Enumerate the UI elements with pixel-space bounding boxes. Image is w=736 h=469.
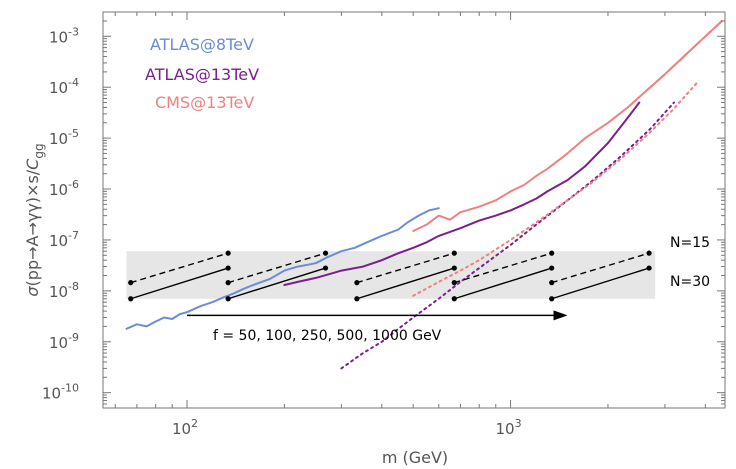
benchmark-line-0-2 — [356, 252, 455, 284]
y-tick-label-0: 10-3 — [49, 25, 79, 46]
benchmark-line-1-3 — [454, 267, 552, 300]
x-axis-label: m (GeV) — [382, 448, 448, 467]
benchmark-point-1-0-b — [225, 265, 231, 271]
shaded-band-layer — [126, 251, 656, 299]
benchmark-point-1-3-b — [549, 265, 555, 271]
benchmark-line-1-0 — [130, 267, 229, 300]
benchmark-line-1-2 — [356, 267, 455, 300]
arrow-layer — [187, 310, 568, 321]
benchmark-point-1-2-b — [451, 265, 457, 271]
plot-frame — [102, 11, 726, 409]
series-line-5 — [412, 80, 700, 297]
benchmark-point-1-4-b — [646, 265, 652, 271]
series-line-0 — [125, 207, 440, 330]
x-tick-label-0: 102 — [172, 417, 198, 438]
axis-layer: 102 103 10-3 10-4 10-5 10-6 10-7 10-8 10-9 10-10 — [42, 11, 725, 438]
x-tick-label-1: 103 — [496, 417, 522, 438]
shaded-band — [126, 251, 656, 299]
benchmark-line-1-1 — [227, 267, 326, 300]
legend-atlas8: ATLAS@8TeV — [150, 35, 254, 54]
benchmark-point-0-1-a — [225, 280, 231, 286]
benchmark-point-0-4-b — [646, 250, 652, 256]
benchmark-line-0-3 — [454, 252, 552, 284]
benchmark-point-1-1-a — [225, 296, 231, 302]
benchmark-line-1-4 — [551, 267, 650, 300]
f-arrow-head — [553, 310, 568, 321]
benchmark-point-0-2-b — [451, 250, 457, 256]
benchmark-point-0-3-a — [451, 280, 457, 286]
legend-cms13: CMS@13TeV — [155, 93, 254, 112]
benchmark-point-0-0-b — [225, 250, 231, 256]
benchmark-point-1-0-a — [128, 296, 134, 302]
y-tick-label-1: 10-4 — [49, 76, 79, 97]
annotation-f-values: f = 50, 100, 250, 500, 1000 GeV — [213, 328, 442, 344]
benchmark-point-0-0-a — [128, 280, 134, 286]
benchmark-point-0-1-b — [322, 250, 329, 256]
benchmark-point-0-4-a — [549, 280, 555, 286]
y-tick-label-5: 10-8 — [49, 280, 79, 301]
series-layer — [125, 20, 723, 370]
y-tick-label-7: 10-10 — [42, 382, 79, 403]
series-line-4 — [340, 101, 675, 370]
series-line-1 — [283, 101, 641, 286]
benchmark-point-1-3-a — [451, 296, 457, 302]
y-tick-label-3: 10-6 — [49, 178, 79, 199]
benchmark-layer — [128, 250, 652, 302]
benchmark-point-1-4-a — [549, 296, 555, 302]
benchmark-line-0-4 — [551, 252, 650, 284]
benchmark-line-0-0 — [130, 252, 229, 284]
benchmark-point-1-1-b — [322, 265, 329, 271]
benchmark-line-0-1 — [227, 252, 326, 284]
y-tick-label-6: 10-9 — [49, 331, 79, 352]
y-axis-label: σ(pp→A→γγ)×s/Cgg — [23, 143, 46, 296]
y-tick-label-4: 10-7 — [49, 229, 79, 250]
y-tick-label-2: 10-5 — [49, 127, 79, 148]
benchmark-point-1-2-a — [354, 296, 360, 302]
benchmark-point-0-2-a — [354, 280, 360, 286]
series-line-3 — [643, 20, 723, 94]
benchmark-point-0-3-b — [549, 250, 555, 256]
legend-atlas13: ATLAS@13TeV — [145, 65, 259, 84]
annotation-n30: N=30 — [670, 274, 710, 290]
annotation-n15: N=15 — [670, 235, 710, 251]
